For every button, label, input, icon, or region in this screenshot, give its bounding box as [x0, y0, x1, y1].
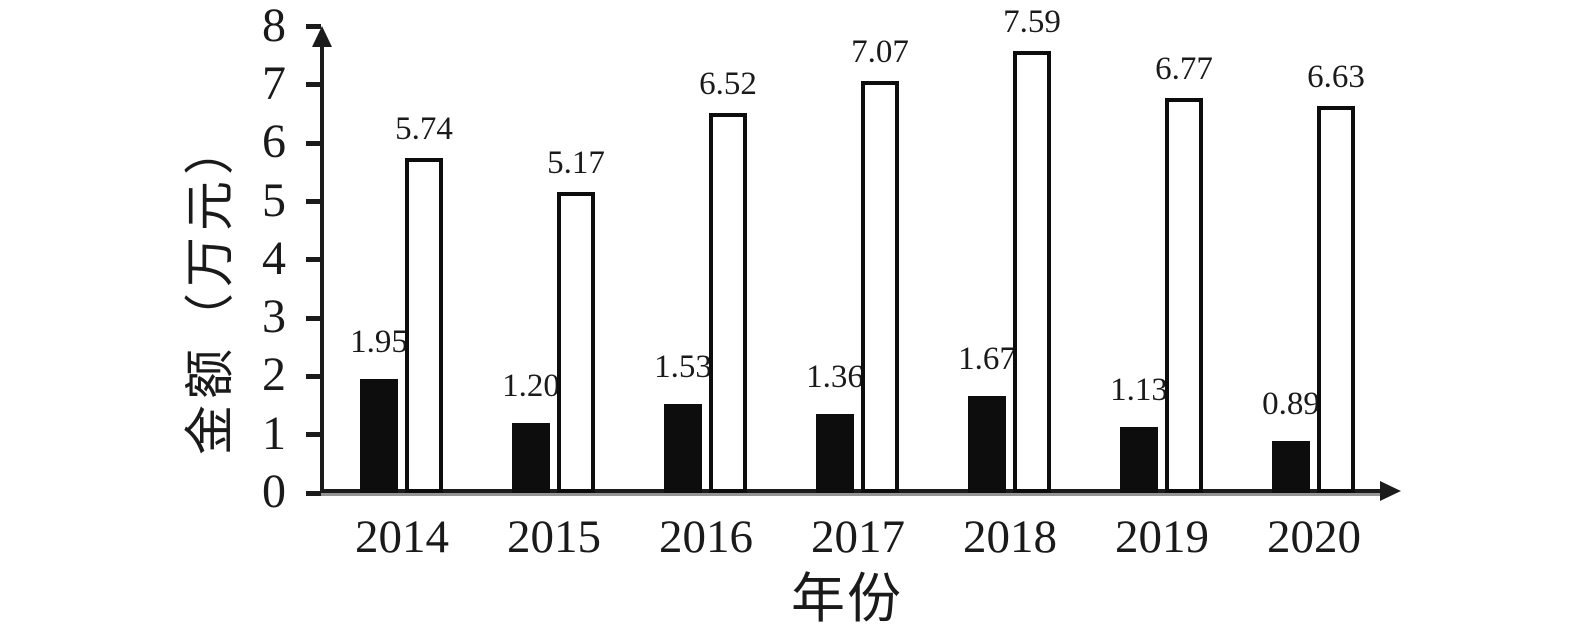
x-tick-label-2017: 2017	[811, 511, 905, 563]
y-tick-label-0: 0	[262, 465, 286, 519]
value-label-2014-white: 5.74	[395, 111, 453, 147]
black-bar-2020	[1272, 441, 1310, 493]
y-tick-label-5: 5	[262, 173, 286, 227]
black-bar-2015	[512, 423, 550, 493]
y-tick-mark-3	[306, 315, 321, 321]
value-label-2020-white: 6.63	[1307, 59, 1365, 95]
y-tick-label-2: 2	[262, 348, 286, 402]
x-tick-label-2015: 2015	[507, 511, 601, 563]
black-bar-2019	[1120, 427, 1158, 493]
value-label-2016-black: 1.53	[654, 349, 712, 385]
white-bar-2020	[1317, 106, 1355, 493]
y-tick-label-3: 3	[262, 290, 286, 344]
x-tick-label-2018: 2018	[963, 511, 1057, 563]
value-label-2016-white: 6.52	[699, 66, 757, 102]
black-bar-2018	[968, 396, 1006, 493]
white-bar-2016	[709, 113, 747, 493]
black-bar-2016	[664, 404, 702, 493]
value-label-2018-white: 7.59	[1003, 4, 1061, 40]
x-tick-label-2014: 2014	[355, 511, 449, 563]
value-label-2018-black: 1.67	[958, 341, 1016, 377]
white-bar-2018	[1013, 51, 1051, 493]
y-axis-title: 金额（万元）	[182, 119, 238, 455]
black-bar-2014	[360, 379, 398, 493]
value-label-2020-black: 0.89	[1262, 386, 1320, 422]
value-label-2014-black: 1.95	[350, 324, 408, 360]
y-axis-arrow-icon	[312, 26, 332, 47]
x-tick-label-2016: 2016	[659, 511, 753, 563]
y-tick-label-8: 8	[262, 0, 286, 52]
y-tick-mark-0	[306, 490, 321, 496]
y-tick-mark-1	[306, 432, 321, 438]
x-axis-arrow-icon	[1380, 481, 1401, 501]
y-axis	[320, 30, 324, 493]
value-label-2017-white: 7.07	[851, 34, 909, 70]
black-bar-2017	[816, 414, 854, 493]
white-bar-2019	[1165, 98, 1203, 493]
x-axis-title: 年份	[791, 569, 903, 629]
y-tick-mark-5	[306, 199, 321, 204]
x-tick-label-2020: 2020	[1267, 511, 1361, 563]
y-tick-mark-8	[306, 24, 321, 30]
x-tick-label-2019: 2019	[1115, 511, 1209, 563]
white-bar-2015	[557, 192, 595, 493]
y-tick-label-6: 6	[262, 115, 286, 169]
value-label-2017-black: 1.36	[806, 359, 864, 395]
white-bar-2014	[405, 158, 443, 493]
y-tick-label-4: 4	[262, 231, 286, 285]
value-label-2015-black: 1.20	[502, 368, 560, 404]
y-tick-mark-4	[306, 257, 321, 263]
white-bar-2017	[861, 81, 899, 493]
y-tick-mark-6	[306, 140, 321, 146]
y-tick-mark-2	[306, 373, 321, 379]
value-label-2015-white: 5.17	[547, 145, 605, 181]
value-label-2019-white: 6.77	[1155, 51, 1213, 87]
y-tick-label-7: 7	[262, 56, 286, 110]
value-label-2019-black: 1.13	[1110, 372, 1168, 408]
y-tick-label-1: 1	[262, 406, 286, 460]
y-tick-mark-7	[306, 82, 321, 88]
